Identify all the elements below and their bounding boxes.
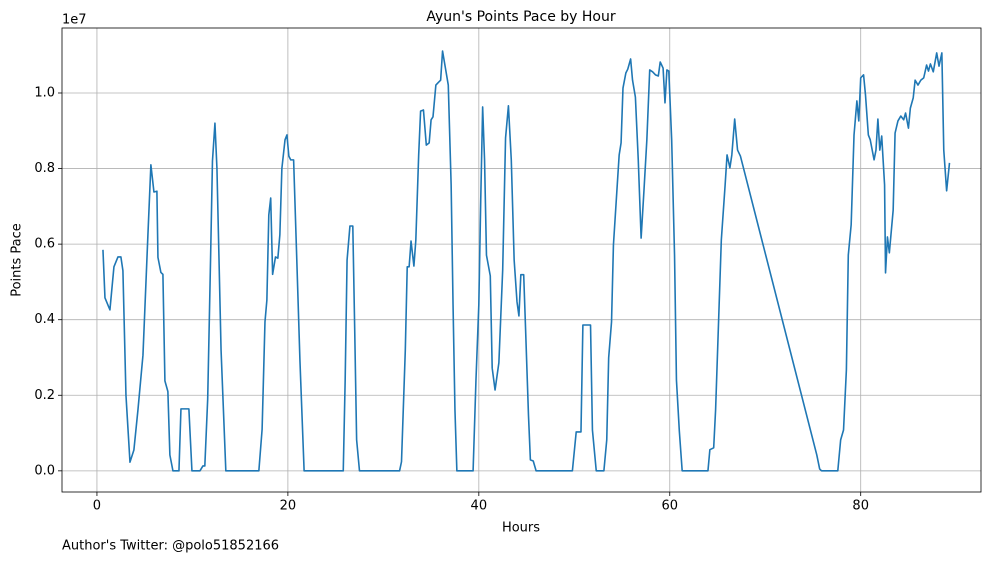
x-axis-label: Hours xyxy=(502,521,540,536)
x-tick-label: 0 xyxy=(93,499,101,514)
note: Author's Twitter: @polo51852166 xyxy=(62,539,279,554)
y-offset-label: 1e7 xyxy=(62,13,87,28)
y-tick-label: 0.4 xyxy=(34,312,55,327)
y-axis-label: Points Pace xyxy=(10,223,25,297)
x-tick-label: 20 xyxy=(280,499,297,514)
y-tick-label: 0.2 xyxy=(34,388,55,403)
x-tick-label: 40 xyxy=(471,499,488,514)
data-line xyxy=(102,50,951,472)
y-tick-label: 1.0 xyxy=(34,85,55,100)
x-tick-label: 80 xyxy=(852,499,869,514)
y-tick-label: 0.6 xyxy=(34,237,55,252)
plot-frame xyxy=(61,27,982,493)
y-tick-label: 0.0 xyxy=(34,463,55,478)
x-tick-label: 60 xyxy=(661,499,678,514)
chart-title: Ayun's Points Pace by Hour xyxy=(426,9,615,25)
y-tick-label: 0.8 xyxy=(34,161,55,176)
